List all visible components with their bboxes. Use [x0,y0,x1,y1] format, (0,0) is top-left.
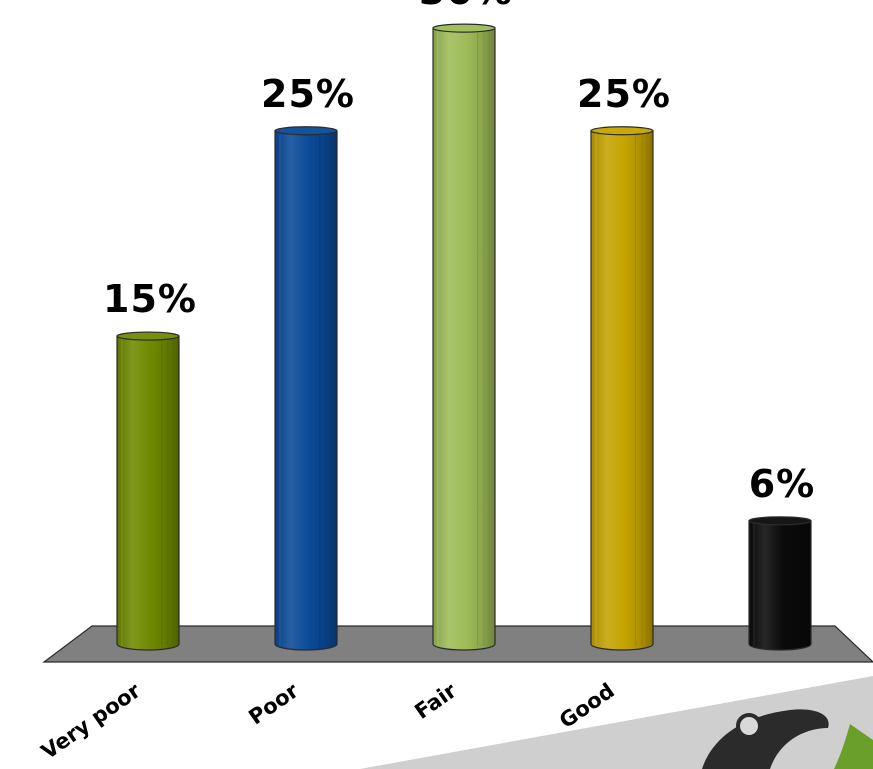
logo-green-arc [834,724,873,769]
bar-body [748,520,812,651]
bar-cap [748,516,812,526]
bar-cap [590,126,654,136]
bar-cap [432,23,496,33]
bar-body [432,27,496,651]
bar [748,516,812,651]
category-label: Poor [244,678,303,729]
category-label: Fair [410,678,461,724]
value-labels-layer: 15% 25% 30% 25% 6% [103,0,816,506]
bar [590,126,654,651]
bar-body [590,130,654,651]
bar [116,331,180,651]
bar-cap [274,126,338,136]
logo-dot [736,713,762,739]
category-label: Very poor [37,678,145,764]
value-label: 25% [261,72,355,116]
corner-logo [360,676,873,769]
bar [432,23,496,651]
bar-cap [116,331,180,341]
value-label: 6% [749,462,816,506]
bar [274,126,338,651]
value-label: 25% [577,72,671,116]
bar-body [116,335,180,651]
value-label: 15% [103,277,197,321]
bars-layer [116,23,812,651]
logo-dark-arc [702,709,829,769]
value-label: 30% [419,0,513,13]
bar-body [274,130,338,651]
